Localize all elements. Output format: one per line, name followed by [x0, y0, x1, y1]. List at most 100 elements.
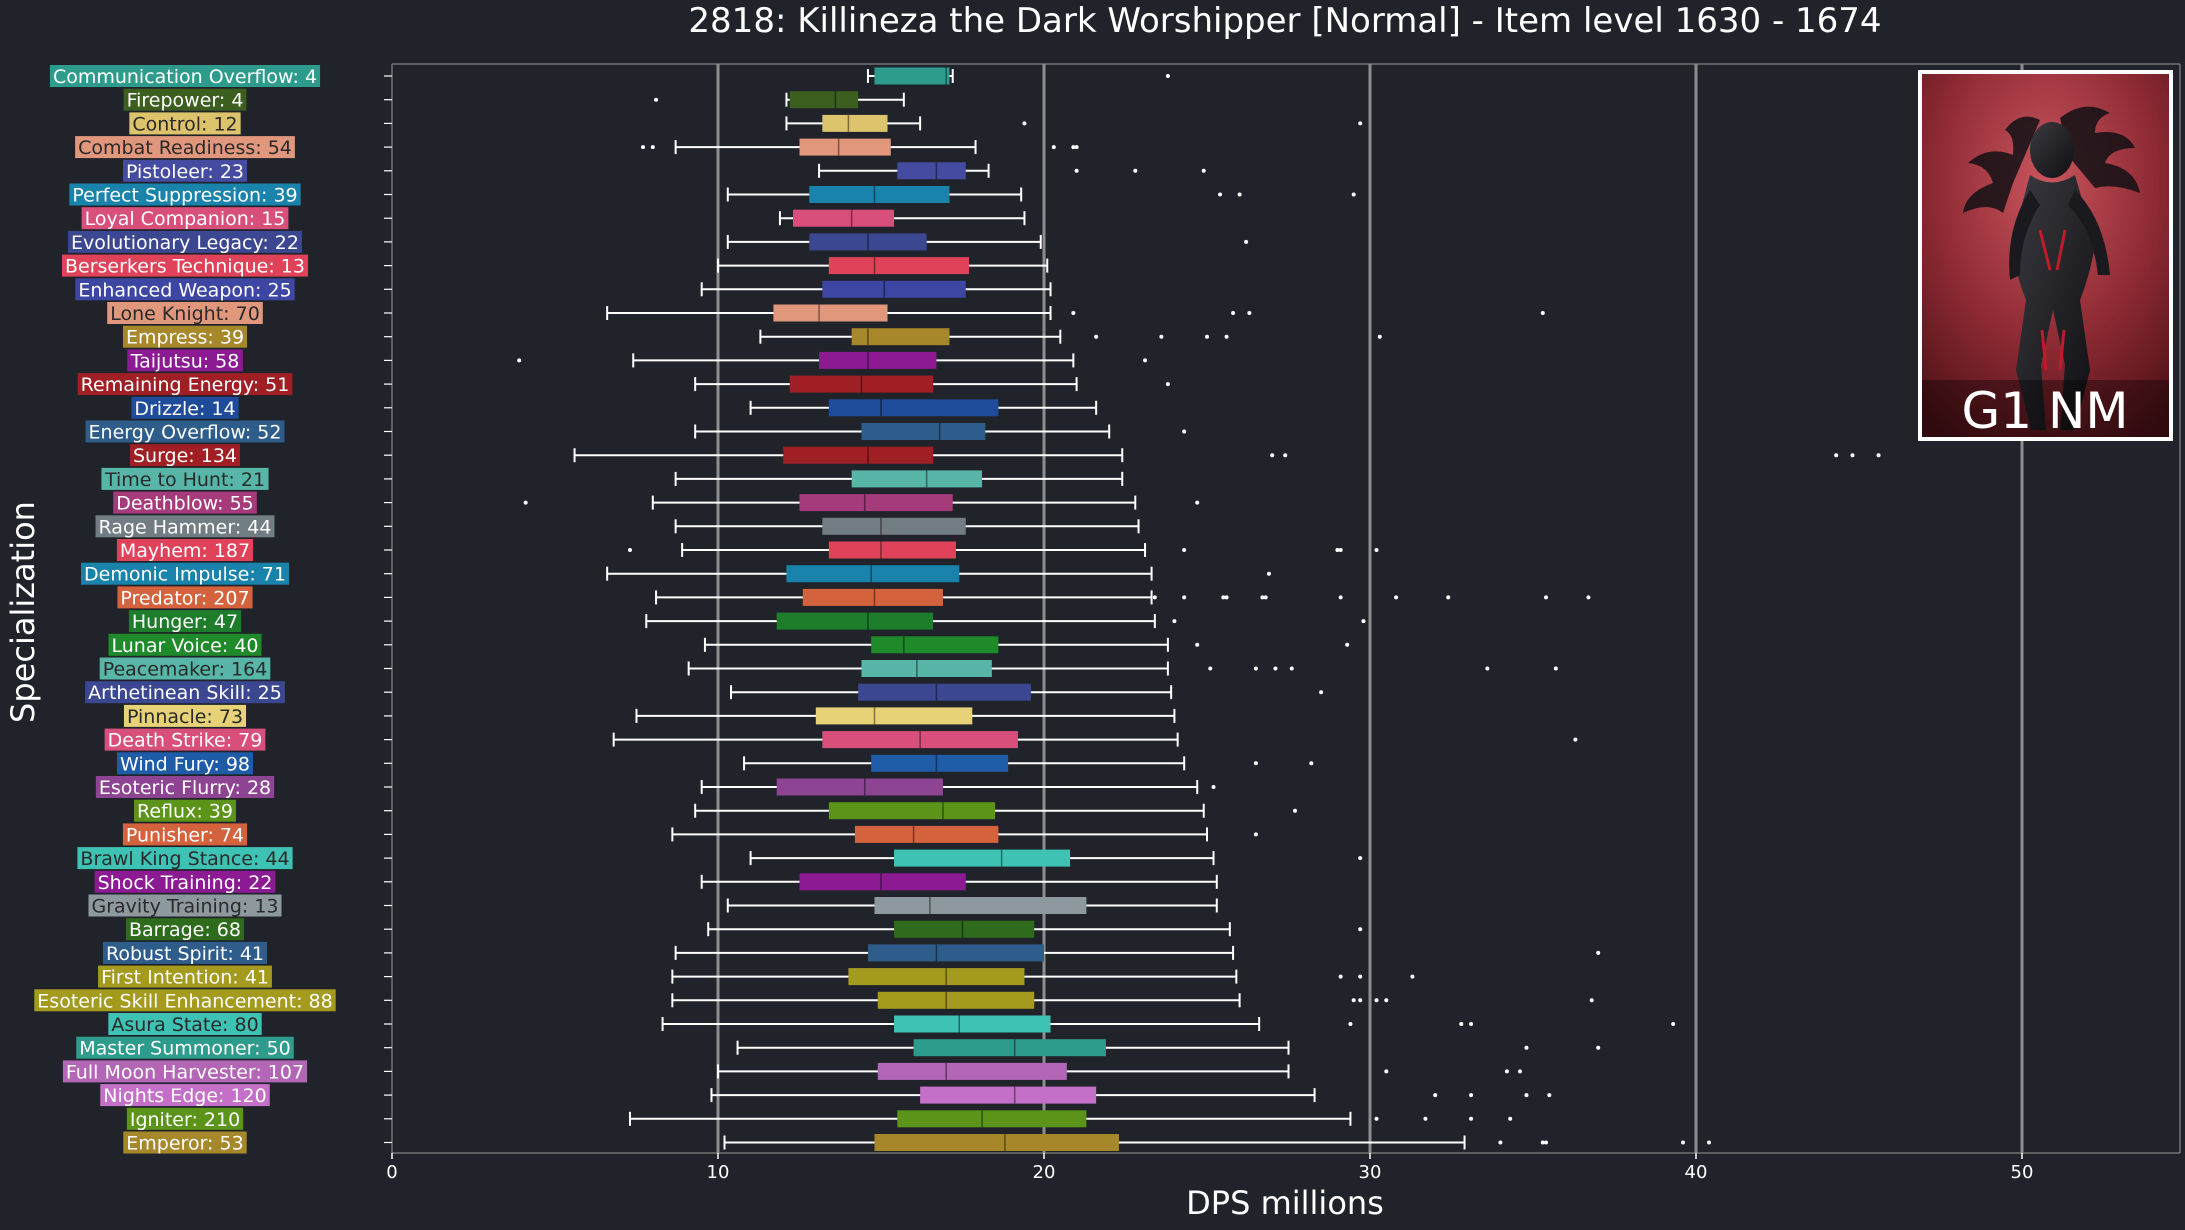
- outlier-point: [654, 97, 659, 102]
- outlier-point: [1358, 974, 1363, 979]
- outlier-point: [1273, 666, 1278, 671]
- iqr-box: [897, 1110, 1087, 1128]
- x-tick-label: 0: [386, 1162, 397, 1183]
- box-row: Empress: 39: [122, 325, 1382, 349]
- box-row: Nights Edge: 120: [100, 1084, 1552, 1107]
- outlier-point: [1680, 1140, 1685, 1145]
- iqr-box: [851, 470, 983, 488]
- outlier-point: [1319, 690, 1324, 695]
- y-tick-label: Nights Edge: 120: [103, 1085, 267, 1107]
- outlier-point: [1459, 1022, 1464, 1026]
- outlier-point: [517, 358, 522, 363]
- box-row: Arthetinean Skill: 25: [85, 681, 1324, 704]
- outlier-point: [1547, 1093, 1552, 1098]
- outlier-point: [1208, 666, 1213, 671]
- y-tick-label: Igniter: 210: [130, 1109, 240, 1131]
- box-row: Brawl King Stance: 44: [77, 847, 1363, 870]
- box-row: Reflux: 39: [134, 799, 1298, 823]
- iqr-box: [783, 446, 934, 464]
- y-tick-label: Time to Hunt: 21: [104, 469, 265, 491]
- box-row: Lone Knight: 70: [107, 302, 1545, 325]
- iqr-box: [789, 91, 859, 109]
- box-row: Demonic Impulse: 71: [81, 562, 1271, 586]
- y-tick-label: Communication Overflow: 4: [53, 66, 317, 88]
- outlier-point: [1517, 1069, 1522, 1074]
- outlier-point: [1553, 666, 1558, 671]
- outlier-point: [1573, 737, 1578, 742]
- figure-silhouette: [1963, 106, 2140, 430]
- boss-portrait: G1 NM: [1918, 70, 2173, 441]
- y-tick-label-bg: [104, 728, 266, 751]
- y-tick-label-bg: [76, 1036, 294, 1059]
- y-tick-label: Drizzle: 14: [134, 398, 235, 420]
- y-tick-label: Mayhem: 187: [120, 540, 250, 562]
- y-tick-label-bg: [75, 278, 295, 301]
- x-tick-label: 50: [2011, 1162, 2034, 1183]
- plot-area: 0 10 20 30 40 50 Communication Overflow: 4Fire…: [34, 63, 2181, 1183]
- y-tick-label-bg: [108, 1013, 262, 1035]
- y-axis-label: Specialization: [4, 501, 42, 723]
- y-tick-label: Peacemaker: 164: [103, 659, 268, 681]
- y-tick-label-bg: [108, 633, 262, 656]
- outlier-point: [1524, 1045, 1529, 1050]
- y-tick-label-bg: [117, 586, 253, 609]
- outlier-point: [1433, 1093, 1438, 1098]
- y-tick-label-bg: [131, 396, 239, 419]
- box-row: Loyal Companion: 15: [81, 207, 1026, 230]
- y-tick-label-bg: [134, 799, 236, 822]
- iqr-box: [799, 873, 966, 891]
- x-tick-label: 20: [1033, 1162, 1056, 1183]
- iqr-box: [858, 683, 1031, 701]
- y-tick-label-bg: [34, 989, 336, 1012]
- y-tick-label: Robust Spirit: 41: [106, 943, 264, 965]
- y-tick-label: Firepower: 4: [127, 90, 244, 112]
- outlier-point: [1270, 453, 1275, 458]
- iqr-box: [854, 825, 999, 843]
- y-tick-label: Lone Knight: 70: [110, 303, 260, 325]
- box-row: Rage Hammer: 44: [95, 515, 1140, 538]
- outlier-point: [1201, 168, 1206, 173]
- y-tick-label-bg: [123, 1131, 247, 1154]
- iqr-box: [822, 517, 966, 535]
- outlier-point: [1338, 595, 1343, 600]
- y-tick-label-bg: [126, 1107, 244, 1130]
- iqr-box: [894, 849, 1071, 867]
- outlier-point: [1358, 927, 1363, 932]
- outlier-point: [1410, 974, 1415, 979]
- y-tick-label: Taijutsu: 58: [130, 350, 240, 372]
- outlier-point: [1172, 619, 1177, 624]
- iqr-box: [792, 209, 895, 227]
- iqr-box: [861, 660, 992, 677]
- iqr-box: [894, 920, 1035, 938]
- y-tick-label: Loyal Companion: 15: [85, 208, 286, 230]
- y-tick-label: Enhanced Weapon: 25: [78, 279, 291, 301]
- y-tick-label: Combat Readiness: 54: [78, 137, 292, 159]
- outlier-point: [1165, 382, 1170, 387]
- y-tick-label-bg: [81, 562, 289, 585]
- outlier-point: [523, 500, 528, 505]
- y-tick-label-bg: [129, 444, 241, 467]
- box-row: Robust Spirit: 41: [102, 941, 1601, 965]
- outlier-point: [1071, 145, 1076, 150]
- outlier-point: [1224, 595, 1229, 600]
- outlier-point: [1384, 1069, 1389, 1074]
- outlier-point: [1266, 571, 1271, 576]
- y-tick-label: Master Summoner: 50: [79, 1038, 291, 1060]
- outlier-point: [1182, 548, 1187, 552]
- outlier-point: [1671, 1022, 1676, 1026]
- y-tick-label-bg: [129, 112, 241, 135]
- box-row: Barrage: 68: [126, 918, 1363, 941]
- y-tick-label-bg: [68, 230, 302, 253]
- iqr-box: [897, 162, 966, 180]
- box-row: Igniter: 210: [126, 1107, 1513, 1131]
- y-tick-label: Perfect Suppression: 39: [72, 185, 297, 207]
- box-row: Peacemaker: 164: [99, 657, 1558, 681]
- y-tick-label-bg: [122, 325, 248, 348]
- y-tick-label-bg: [62, 254, 308, 277]
- outlier-point: [1850, 453, 1855, 458]
- y-tick-label: Deathblow: 55: [116, 493, 254, 515]
- box-row: Gravity Training: 13: [88, 894, 1218, 918]
- y-tick-label-bg: [77, 847, 293, 870]
- box-row: Remaining Energy: 51: [77, 373, 1170, 396]
